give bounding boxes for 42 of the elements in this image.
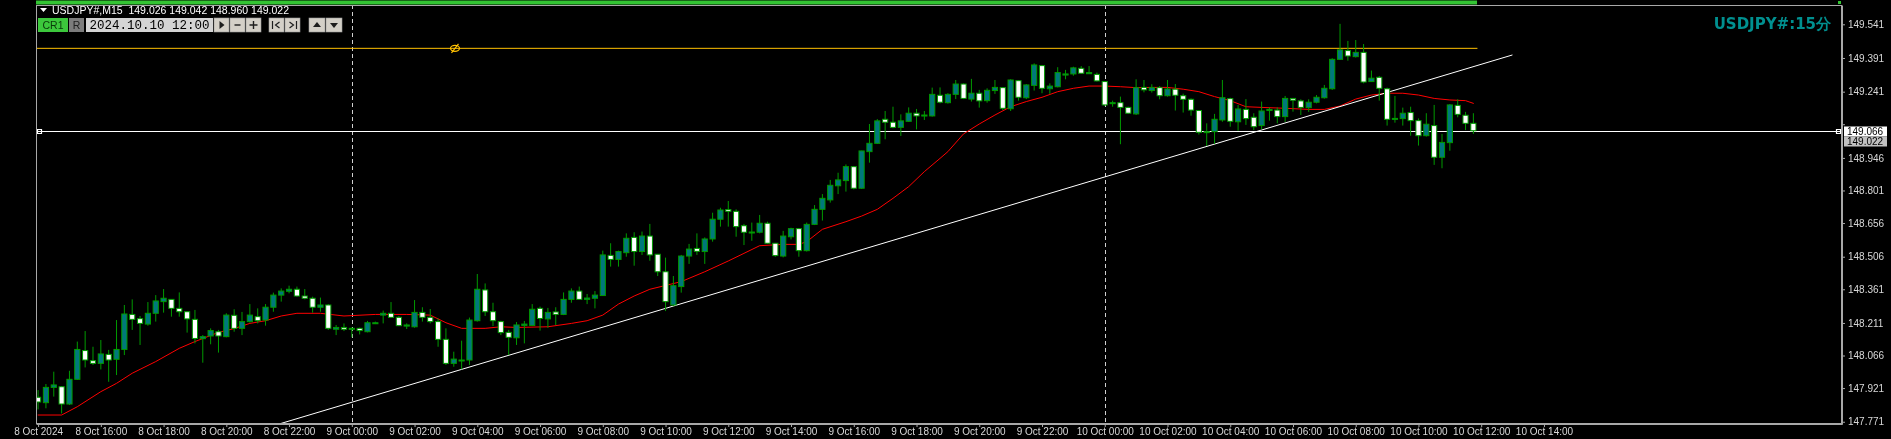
x-tick-label: 9 Oct 08:00 [577,426,630,438]
x-tick-label: 8 Oct 18:00 [138,426,191,438]
x-tick-label: 9 Oct 02:00 [389,426,442,438]
x-tick-label: 9 Oct 14:00 [765,426,818,438]
x-tick-label: 10 Oct 14:00 [1515,426,1574,438]
y-tick-label: 147.771 [1848,416,1885,428]
x-tick-label: 9 Oct 04:00 [451,426,505,438]
text: USDJPY#:15分 [1713,15,1832,33]
x-tick-label: 9 Oct 20:00 [953,426,1007,438]
y-tick-label: 149.241 [1848,86,1885,98]
chart-title: USDJPY#,M15 149.026 149.042 148.960 149.022 [52,4,290,16]
x-tick-label: 10 Oct 06:00 [1264,426,1323,438]
x-tick-label: 8 Oct 2024 [14,426,64,438]
x-tick-label: 8 Oct 20:00 [200,426,254,438]
y-tick-label: 148.211 [1848,317,1884,329]
y-tick-label: 148.801 [1848,185,1885,197]
x-tick-label: 10 Oct 02:00 [1139,426,1198,438]
x-tick-label: 9 Oct 22:00 [1016,426,1069,438]
x-tick-label: 9 Oct 10:00 [640,426,693,438]
x-tick-label: 10 Oct 12:00 [1453,426,1511,438]
x-tick-label: 9 Oct 18:00 [891,426,944,438]
y-tick-label: 148.656 [1848,217,1885,229]
y-tick-label: 148.066 [1848,350,1885,362]
x-tick-label: 10 Oct 04:00 [1202,426,1260,438]
x-tick-label: 10 Oct 08:00 [1327,426,1386,438]
x-tick-label: 9 Oct 00:00 [326,426,379,438]
x-tick-label: 8 Oct 16:00 [75,426,128,438]
y-tick-label: 149.391 [1848,52,1885,64]
x-tick-label: 8 Oct 22:00 [263,426,316,438]
x-tick-label: 9 Oct 12:00 [702,426,756,438]
text: 149.022 [1847,136,1884,147]
annotation: CR1 [42,18,64,31]
y-tick-label: 148.361 [1848,283,1885,295]
ref-line-label: 149.066 [1847,126,1884,137]
x-tick-label: 9 Oct 16:00 [828,426,881,438]
y-tick-label: 148.506 [1848,251,1885,263]
y-tick-label: 148.946 [1848,152,1885,164]
x-tick-label: 9 Oct 06:00 [514,426,567,438]
y-tick-label: 147.921 [1848,382,1885,394]
x-tick-label: 10 Oct 00:00 [1076,426,1135,438]
x-tick-label: 10 Oct 10:00 [1390,426,1449,438]
y-tick-label: 149.541 [1848,19,1885,31]
